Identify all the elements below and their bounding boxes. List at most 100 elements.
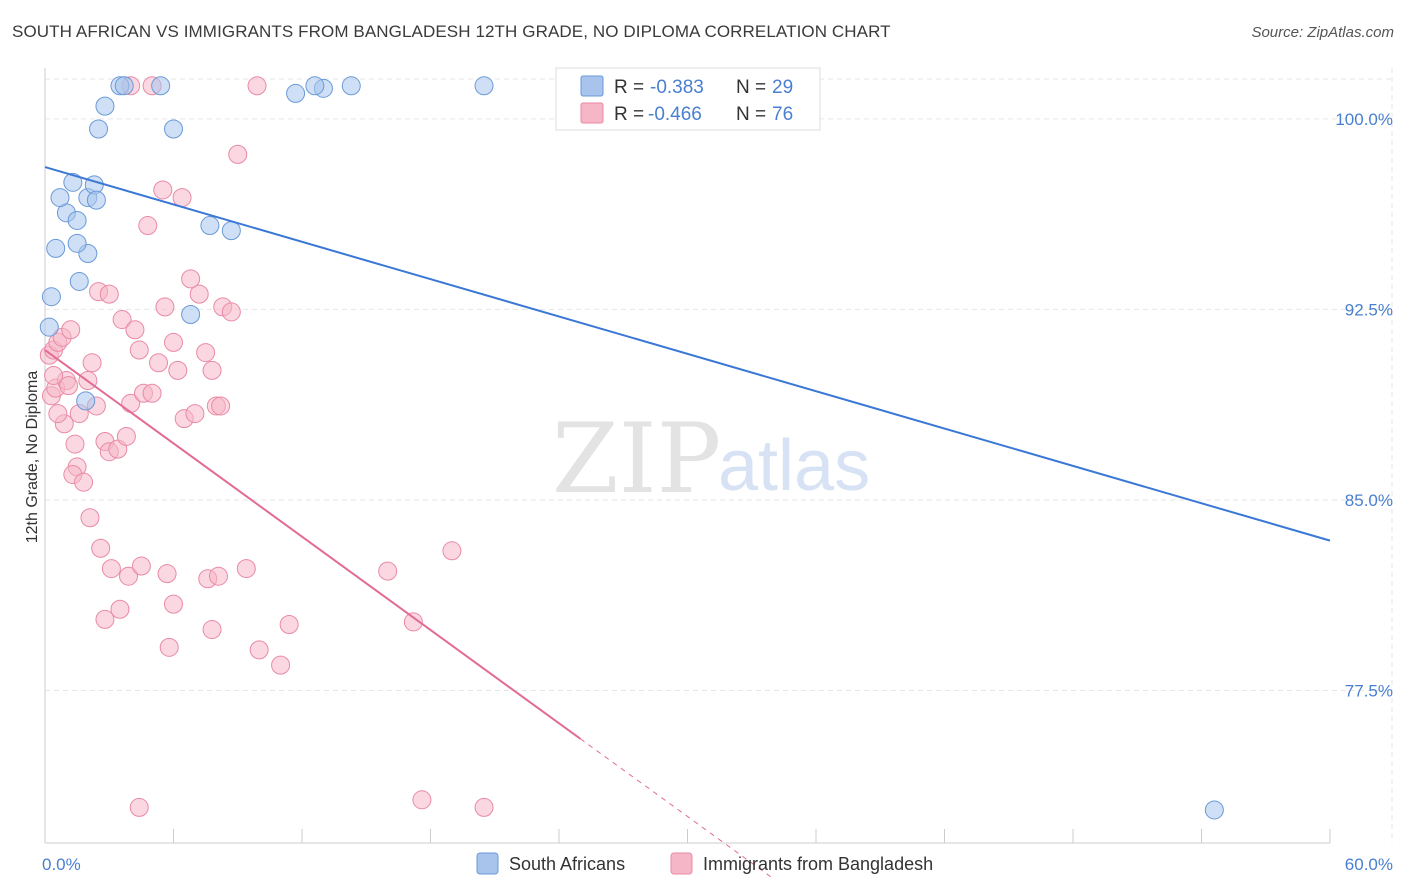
legend-n-value-1: 29 bbox=[772, 77, 793, 98]
watermark-zip: ZIP bbox=[552, 403, 721, 515]
legend-n-label-1: N = bbox=[736, 77, 766, 98]
point-bangladesh bbox=[403, 612, 423, 632]
point-bangladesh bbox=[153, 180, 173, 200]
point-bangladesh bbox=[125, 320, 145, 340]
point-south-africans bbox=[67, 233, 87, 253]
x-tick-label: 0.0% bbox=[42, 855, 81, 874]
point-bangladesh bbox=[157, 564, 177, 584]
point-bangladesh bbox=[61, 320, 81, 340]
point-bangladesh bbox=[119, 566, 139, 586]
point-bangladesh bbox=[378, 561, 398, 581]
y-tick-label: 85.0% bbox=[1345, 491, 1393, 510]
point-bangladesh bbox=[74, 472, 94, 492]
chart-title: SOUTH AFRICAN VS IMMIGRANTS FROM BANGLAD… bbox=[12, 22, 891, 41]
point-south-africans bbox=[50, 188, 70, 208]
point-south-africans bbox=[181, 304, 201, 324]
point-south-africans bbox=[89, 119, 109, 139]
point-bangladesh bbox=[129, 340, 149, 360]
tick-labels: 100.0% 92.5% 85.0% 77.5% 0.0% 60.0% bbox=[42, 110, 1393, 874]
legend-swatch-bangladesh bbox=[580, 102, 604, 124]
point-south-africans bbox=[76, 391, 96, 411]
point-bangladesh bbox=[101, 559, 121, 579]
point-bangladesh bbox=[202, 620, 222, 640]
point-bangladesh bbox=[82, 353, 102, 373]
point-bangladesh bbox=[164, 332, 183, 352]
point-bangladesh bbox=[59, 376, 79, 396]
top-legend: R = -0.383 N = 29 R = -0.466 N = 76 bbox=[555, 67, 821, 131]
point-south-africans bbox=[164, 119, 183, 139]
axes bbox=[44, 68, 1331, 844]
y-tick-label: 92.5% bbox=[1345, 300, 1393, 319]
legend-r-value-1: -0.383 bbox=[650, 77, 704, 98]
point-bangladesh bbox=[80, 508, 100, 528]
point-bangladesh bbox=[116, 426, 136, 446]
point-bangladesh bbox=[474, 797, 494, 817]
point-bangladesh bbox=[412, 790, 432, 810]
point-bangladesh bbox=[99, 284, 119, 304]
point-bangladesh bbox=[149, 353, 169, 373]
point-bangladesh bbox=[138, 216, 158, 236]
point-south-africans bbox=[114, 76, 134, 96]
point-bangladesh bbox=[221, 302, 241, 322]
point-bangladesh bbox=[249, 640, 269, 660]
y-axis-label: 12th Grade, No Diploma bbox=[24, 371, 41, 544]
point-south-africans bbox=[341, 76, 361, 96]
point-bangladesh bbox=[48, 404, 68, 424]
legend-n-value-2: 76 bbox=[772, 104, 793, 125]
data-points bbox=[39, 76, 1224, 820]
point-bangladesh bbox=[159, 637, 179, 657]
bottom-legend-label-south-africans: South Africans bbox=[509, 854, 625, 874]
point-bangladesh bbox=[236, 559, 256, 579]
point-south-africans bbox=[67, 210, 87, 230]
x-tick-label: 60.0% bbox=[1345, 855, 1393, 874]
point-south-africans bbox=[305, 76, 325, 96]
point-bangladesh bbox=[168, 360, 188, 380]
point-bangladesh bbox=[95, 609, 115, 629]
point-bangladesh bbox=[129, 797, 149, 817]
point-south-africans bbox=[474, 76, 494, 96]
point-south-africans bbox=[95, 96, 115, 116]
trend-lines bbox=[44, 166, 1331, 879]
point-south-africans bbox=[86, 190, 106, 210]
source-label: Source: ZipAtlas.com bbox=[1251, 24, 1394, 41]
point-bangladesh bbox=[185, 404, 205, 424]
point-south-africans bbox=[1204, 800, 1224, 820]
point-bangladesh bbox=[442, 541, 462, 561]
legend-r-value-2: -0.466 bbox=[648, 104, 702, 125]
point-bangladesh bbox=[208, 566, 228, 586]
bottom-legend-label-bangladesh: Immigrants from Bangladesh bbox=[703, 854, 933, 874]
watermark-atlas: atlas bbox=[718, 426, 870, 506]
point-south-africans bbox=[69, 271, 89, 291]
point-bangladesh bbox=[247, 76, 267, 96]
point-south-africans bbox=[200, 216, 220, 236]
point-bangladesh bbox=[44, 365, 64, 385]
legend-n-label-2: N = bbox=[736, 104, 766, 125]
point-bangladesh bbox=[112, 310, 132, 330]
point-south-africans bbox=[221, 221, 241, 241]
point-bangladesh bbox=[211, 396, 231, 416]
grid-lines bbox=[45, 68, 1393, 843]
point-south-africans bbox=[286, 83, 306, 103]
point-south-africans bbox=[46, 238, 66, 258]
point-south-africans bbox=[39, 317, 59, 337]
y-tick-label: 77.5% bbox=[1345, 682, 1393, 701]
legend-r-label-1: R = bbox=[614, 77, 644, 98]
point-bangladesh bbox=[181, 269, 201, 289]
legend-swatch-south-africans bbox=[580, 75, 604, 97]
bottom-legend: South Africans Immigrants from Banglades… bbox=[476, 852, 933, 875]
point-bangladesh bbox=[110, 599, 130, 619]
point-south-africans bbox=[41, 287, 61, 307]
point-bangladesh bbox=[172, 188, 192, 208]
point-south-africans bbox=[151, 76, 171, 96]
trend-line-south-africans bbox=[44, 166, 1331, 542]
point-bangladesh bbox=[164, 594, 183, 614]
y-tick-label: 100.0% bbox=[1335, 110, 1393, 129]
point-bangladesh bbox=[65, 434, 85, 454]
point-south-africans bbox=[63, 172, 83, 192]
point-bangladesh bbox=[202, 360, 222, 380]
legend-r-label-2: R = bbox=[614, 104, 644, 125]
point-bangladesh bbox=[189, 284, 209, 304]
point-bangladesh bbox=[155, 297, 175, 317]
point-bangladesh bbox=[196, 343, 216, 363]
